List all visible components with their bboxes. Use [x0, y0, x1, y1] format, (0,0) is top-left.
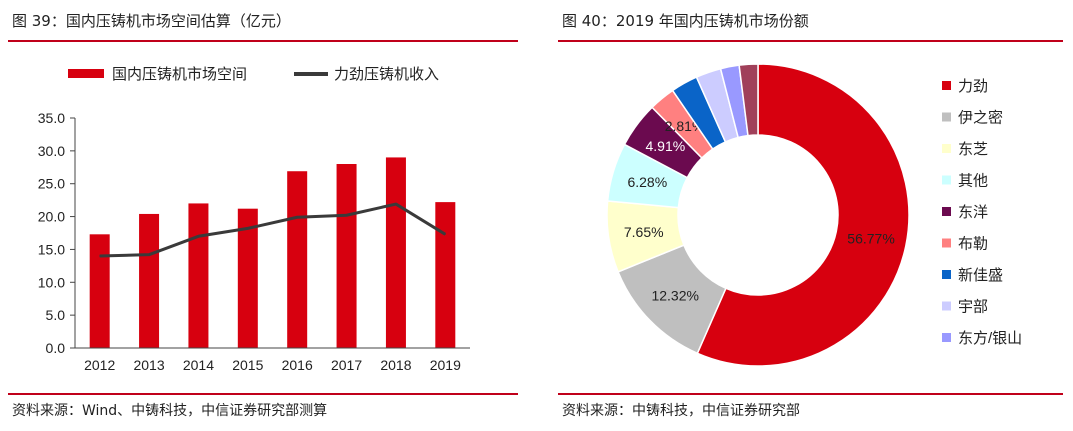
line-point-2013	[148, 254, 150, 256]
bar-line-chart: 国内压铸机市场空间 力劲压铸机收入 0.0 5.0 10.0 15.0 20.0 25.0 30…	[38, 66, 470, 373]
line-point-2017	[346, 214, 348, 216]
y-tick-label: 15.0	[38, 241, 65, 257]
line-point-2018	[395, 203, 397, 205]
x-tick-label: 2018	[380, 357, 411, 373]
y-tick-label: 5.0	[46, 307, 66, 323]
line-series-lk-revenue	[99, 202, 447, 258]
legend-bar-swatch	[68, 69, 104, 78]
y-tick-label: 25.0	[38, 176, 65, 192]
legend-swatch	[942, 333, 951, 342]
bar-2013	[139, 213, 160, 348]
x-tick-label: 2012	[84, 357, 115, 373]
legend-swatch	[942, 175, 951, 185]
bar-2018	[385, 157, 406, 348]
legend-label: 东洋	[958, 204, 988, 221]
pie-data-label: 12.32%	[651, 288, 698, 304]
x-tick-label: 2017	[331, 357, 362, 373]
legend-label: 其他	[958, 173, 988, 190]
legend-label-lk-revenue: 力劲压铸机收入	[334, 66, 439, 83]
legend-label: 伊之密	[958, 110, 1003, 127]
right-figure-panel: 图 40：2019 年国内压铸机市场份额 56.77% 12.32% 7.65% 6.…	[550, 0, 1073, 431]
legend-label: 东方/银山	[958, 330, 1022, 347]
right-figure-title: 图 40：2019 年国内压铸机市场份额	[562, 12, 809, 30]
legend-swatch	[942, 270, 951, 279]
legend-swatch	[942, 112, 951, 122]
legend-label: 宇部	[958, 299, 988, 316]
bar-2014	[188, 203, 209, 348]
line-point-2016	[296, 216, 298, 218]
x-tick-label: 2013	[133, 357, 164, 373]
x-tick-label: 2014	[183, 357, 214, 373]
right-source-rule	[558, 393, 1063, 395]
y-tick-label: 35.0	[38, 110, 65, 126]
pie-data-label: 56.77%	[847, 231, 894, 247]
legend-label: 力劲	[958, 78, 988, 95]
legend-label: 布勒	[958, 236, 988, 253]
legend-label: 新佳盛	[958, 267, 1003, 284]
right-title-rule	[558, 40, 1063, 42]
x-tick-label: 2019	[430, 357, 461, 373]
bar-2016	[287, 171, 308, 348]
y-tick-label: 0.0	[46, 340, 66, 356]
legend-swatch	[942, 207, 951, 216]
pie-data-label: 7.65%	[624, 224, 664, 240]
line-point-2019	[444, 233, 446, 235]
x-tick-label: 2015	[232, 357, 263, 373]
legend-label: 东芝	[958, 141, 988, 158]
line-point-2014	[197, 235, 199, 237]
right-figure-source: 资料来源：中铸科技，中信证券研究部	[562, 403, 800, 419]
legend-label-market-size: 国内压铸机市场空间	[112, 66, 247, 83]
left-title-rule	[8, 40, 518, 42]
pie-chart: 56.77%12.32%7.65%6.28%4.91%2.81%力劲伊之密东芝其…	[606, 63, 1022, 367]
pie-slice-unlabeled	[738, 63, 759, 137]
pie-slice-力劲	[696, 63, 910, 367]
bar-2012	[89, 234, 110, 348]
left-source-rule	[8, 393, 518, 395]
legend-swatch	[942, 144, 951, 153]
left-figure-source: 资料来源：Wind、中铸科技，中信证券研究部测算	[12, 403, 328, 419]
legend-swatch	[942, 301, 951, 311]
pie-data-label: 4.91%	[646, 138, 686, 154]
bar-2015	[237, 208, 258, 348]
legend-swatch	[942, 81, 951, 90]
y-tick-label: 10.0	[38, 274, 65, 290]
x-tick-label: 2016	[282, 357, 313, 373]
left-figure-title: 图 39：国内压铸机市场空间估算（亿元）	[12, 12, 291, 30]
pie-data-label: 6.28%	[627, 174, 667, 190]
bar-2019	[435, 202, 456, 348]
legend-swatch	[942, 238, 951, 248]
left-figure-panel: 图 39：国内压铸机市场空间估算（亿元） 国内压铸机市场空间 力劲压铸机收入 0.0…	[0, 0, 530, 431]
bar-2017	[336, 164, 357, 348]
line-point-2015	[247, 227, 249, 229]
line-point-2012	[99, 255, 101, 257]
y-tick-label: 30.0	[38, 143, 65, 159]
y-tick-label: 20.0	[38, 209, 65, 225]
